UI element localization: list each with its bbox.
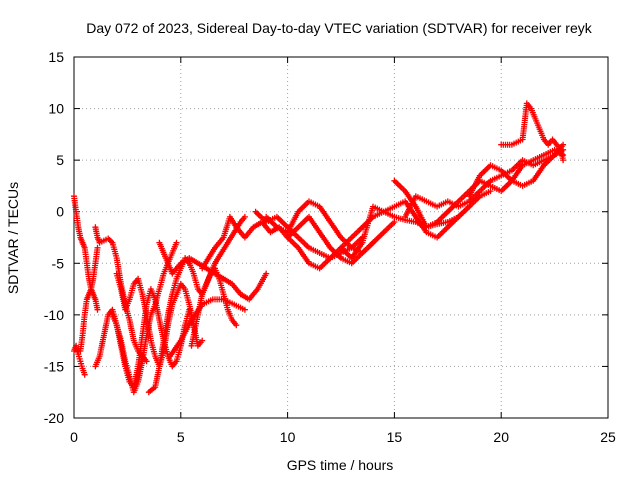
axis-ticks: 0 5 10 15 20 25 -20 -15 -10 -5 0 5 10 15: [44, 49, 616, 445]
y-tick-label: 15: [48, 49, 64, 65]
series-trace-c: [77, 244, 101, 354]
series-trace-l: [199, 213, 376, 272]
y-tick-label: -5: [52, 255, 65, 271]
x-tick-label: 5: [177, 429, 185, 445]
y-tick-label: 10: [48, 101, 64, 117]
x-tick-label: 15: [387, 429, 403, 445]
data-marker-path: [466, 146, 567, 200]
data-marker-path: [71, 342, 88, 378]
x-tick-label: 10: [280, 429, 296, 445]
x-tick-label: 20: [493, 429, 509, 445]
data-marker-path: [92, 286, 193, 391]
series-trace-b: [71, 342, 88, 378]
data-points: [71, 100, 567, 396]
series-trace-t: [498, 100, 567, 164]
series-trace-o: [284, 198, 473, 272]
data-marker-path: [77, 244, 101, 354]
y-tick-label: 0: [56, 204, 64, 220]
data-marker-path: [263, 198, 398, 256]
y-tick-label: 5: [56, 152, 64, 168]
plot-frame: [73, 56, 609, 419]
x-tick-label: 25: [600, 429, 616, 445]
grid-lines: [74, 57, 608, 418]
y-tick-label: -10: [44, 307, 64, 323]
chart-title: Day 072 of 2023, Sidereal Day-to-day VTE…: [86, 20, 592, 36]
series-trace-n: [263, 198, 398, 256]
y-tick-label: -15: [44, 358, 64, 374]
x-axis-label: GPS time / hours: [287, 457, 394, 473]
y-axis-label: SDTVAR / TECUs: [5, 182, 21, 294]
series-trace-s: [466, 146, 567, 200]
data-marker-path: [498, 100, 567, 164]
series-trace-e: [92, 286, 193, 391]
data-marker-path: [284, 198, 473, 272]
y-tick-label: -20: [44, 410, 64, 426]
x-tick-label: 0: [70, 429, 78, 445]
data-marker-path: [199, 213, 376, 272]
